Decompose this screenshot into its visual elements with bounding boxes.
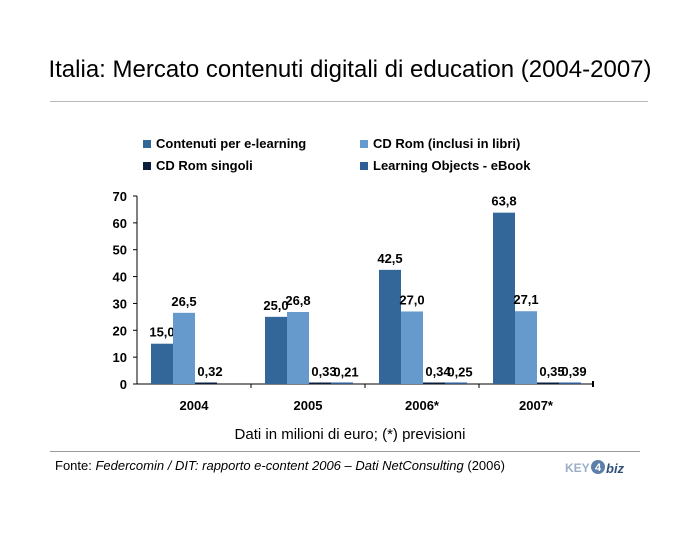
bar [515, 311, 537, 384]
legend-item-elearning: Contenuti per e-learning [143, 136, 306, 152]
bar [173, 312, 195, 384]
legend-swatch-cdrom-libri [360, 139, 368, 148]
data-label: 0,33 [311, 364, 336, 379]
data-label: 42,5 [377, 251, 402, 266]
data-label: 26,8 [285, 293, 310, 308]
data-label: 27,1 [513, 292, 538, 307]
legend-label-elearning: Contenuti per e-learning [156, 136, 307, 151]
bar [445, 382, 467, 384]
x-tick-label: 2006* [405, 398, 440, 413]
legend-item-cdrom-singoli: CD Rom singoli [143, 158, 253, 174]
logo-number-text: 4 [595, 462, 602, 474]
legend-label-cdrom-singoli: CD Rom singoli [156, 158, 253, 173]
data-label: 0,21 [333, 364, 358, 379]
data-label: 25,0 [263, 298, 288, 313]
bar [265, 316, 287, 384]
legend-swatch-elearning [143, 139, 151, 148]
y-tick-label: 50 [113, 243, 127, 258]
y-tick-label: 20 [113, 323, 127, 338]
logo-key-text: KEY [565, 461, 590, 475]
data-label: 15,0 [149, 325, 174, 340]
bar [559, 382, 581, 384]
source-prefix: Fonte: [55, 458, 96, 473]
data-label: 0,25 [447, 364, 472, 379]
data-label: 0,39 [561, 364, 586, 379]
source-year: (2006) [463, 458, 505, 473]
y-tick-label: 0 [120, 377, 127, 392]
source-citation: Federcomin / DIT: rapporto e-content 200… [95, 458, 464, 473]
bar [287, 312, 309, 384]
bar [493, 212, 515, 384]
legend-swatch-cdrom-singoli [143, 161, 151, 170]
title-divider [50, 101, 648, 102]
page-title: Italia: Mercato contenuti digitali di ed… [48, 56, 652, 83]
source-note: Fonte: Federcomin / DIT: rapporto e-cont… [55, 458, 505, 473]
data-label: 0,34 [425, 364, 451, 379]
data-label: 0,32 [197, 364, 222, 379]
bar [423, 382, 445, 384]
y-tick-label: 60 [113, 216, 127, 231]
key4biz-logo: KEY 4 biz [565, 460, 625, 476]
legend-label-learning-objects: Learning Objects - eBook [373, 158, 531, 173]
legend-item-cdrom-libri: CD Rom (inclusi in libri) [360, 136, 520, 152]
x-tick-label: 2005 [294, 398, 323, 413]
bar [401, 311, 423, 384]
logo-circle [591, 460, 605, 474]
bar [151, 343, 173, 384]
x-tick-label: 2007* [519, 398, 554, 413]
chart-caption: Dati in milioni di euro; (*) previsioni [234, 426, 466, 443]
data-label: 0,35 [539, 364, 564, 379]
data-label: 27,0 [399, 292, 424, 307]
legend-label-cdrom-libri: CD Rom (inclusi in libri) [373, 136, 521, 151]
bar [379, 269, 401, 384]
data-label: 63,8 [491, 194, 516, 209]
y-tick-label: 70 [113, 189, 127, 204]
source-divider [50, 451, 640, 452]
bar [195, 382, 217, 384]
data-label: 26,5 [171, 294, 196, 309]
bar [537, 382, 559, 384]
legend-swatch-learning-objects [360, 161, 368, 170]
logo-biz-text: biz [606, 461, 625, 476]
bar [331, 382, 353, 384]
y-tick-label: 30 [113, 296, 127, 311]
x-tick-label: 2004 [180, 398, 210, 413]
y-tick-label: 10 [113, 350, 127, 365]
bar [309, 382, 331, 384]
legend-item-learning-objects: Learning Objects - eBook [360, 158, 530, 174]
y-tick-label: 40 [113, 270, 127, 285]
